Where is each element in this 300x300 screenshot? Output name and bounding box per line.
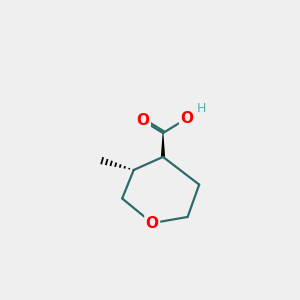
Text: H: H (197, 102, 206, 115)
Text: O: O (180, 111, 194, 126)
Polygon shape (161, 133, 165, 157)
Text: O: O (136, 113, 149, 128)
Text: O: O (146, 216, 159, 231)
